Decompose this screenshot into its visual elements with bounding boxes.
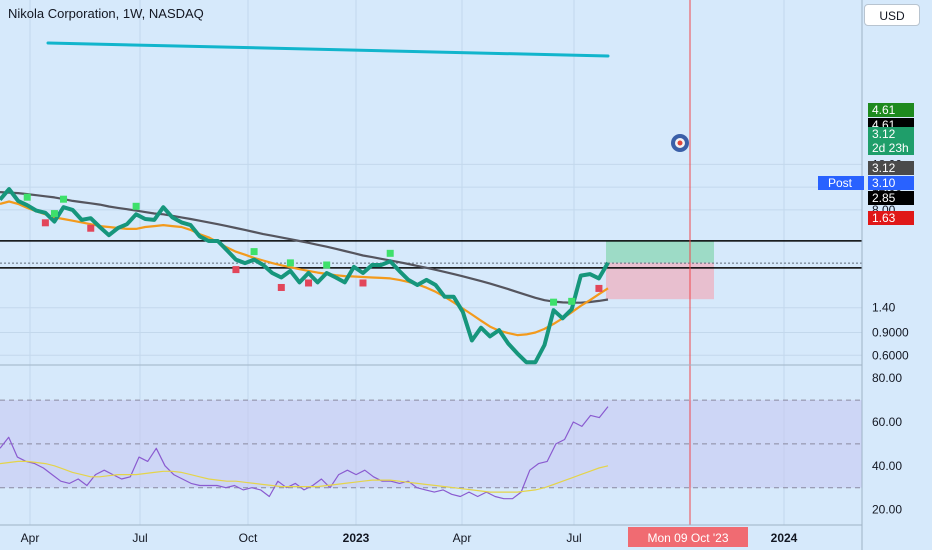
price-badge-tag: Post [828,176,853,190]
buy-marker [286,259,294,267]
rsi-panel [0,399,862,500]
series-price-line [0,187,610,365]
buy-marker [386,249,394,257]
sell-marker [232,266,240,274]
time-tick-label: 2023 [343,531,370,545]
target-icon-center [677,140,683,146]
series-rsi-ma-line [0,460,609,493]
profit-zone [606,240,714,263]
loss-zone [606,262,714,300]
time-tick-label: 2024 [771,531,798,545]
time-tick-label: Jul [132,531,147,545]
price-badge-value: 3.12 [872,127,896,141]
price-panel [0,0,862,525]
buy-marker [323,261,331,269]
buy-marker [550,298,558,306]
buy-marker [23,193,31,201]
price-tick-label: 1.40 [872,301,896,315]
price-badge-value: 1.63 [872,211,896,225]
price-badge-tag-bg [818,176,864,190]
series-ma50-line [0,191,609,304]
sell-marker [359,279,367,287]
price-badge-bg [868,127,914,155]
price-badge-bg [868,211,914,225]
sell-marker [277,283,285,291]
time-tick-label: Jul [566,531,581,545]
sell-marker [305,279,313,287]
sell-marker [41,219,49,227]
price-badge-value: 3.10 [872,176,896,190]
price-badge-value: 4.61 [872,103,896,117]
rsi-tick-label: 60.00 [872,415,902,429]
buy-marker [132,202,140,210]
crosshair-date-label: Mon 09 Oct '23 [648,531,729,545]
buy-marker [250,248,258,256]
sell-marker [87,224,95,232]
trend-line [46,41,610,58]
buy-marker [50,210,58,218]
time-tick-label: Oct [239,531,258,545]
series-rsi-line [0,406,609,500]
price-badge-bg [868,161,914,175]
rsi-tick-label: 80.00 [872,371,902,385]
sell-marker [595,284,603,292]
buy-marker [568,297,576,305]
crosshair-date-bg [628,527,748,547]
chart-title: Nikola Corporation, 1W, NASDAQ [8,6,204,21]
price-badge-bg [868,191,914,205]
price-axis-bg [862,0,932,550]
buy-marker [60,195,68,203]
price-badge-value: 3.12 [872,161,896,175]
rsi-tick-label: 20.00 [872,503,902,517]
price-badge-countdown: 2d 23h [872,141,909,155]
price-badge-bg [868,103,914,117]
rsi-tick-label: 40.00 [872,459,902,473]
price-badge-value: 2.85 [872,191,896,205]
time-tick-label: Apr [453,531,472,545]
currency-button[interactable]: USD [864,4,920,26]
time-tick-label: Apr [21,531,40,545]
price-badge-bg [868,176,914,190]
price-tick-label: 0.6000 [872,348,909,362]
price-tick-label: 0.9000 [872,326,909,340]
